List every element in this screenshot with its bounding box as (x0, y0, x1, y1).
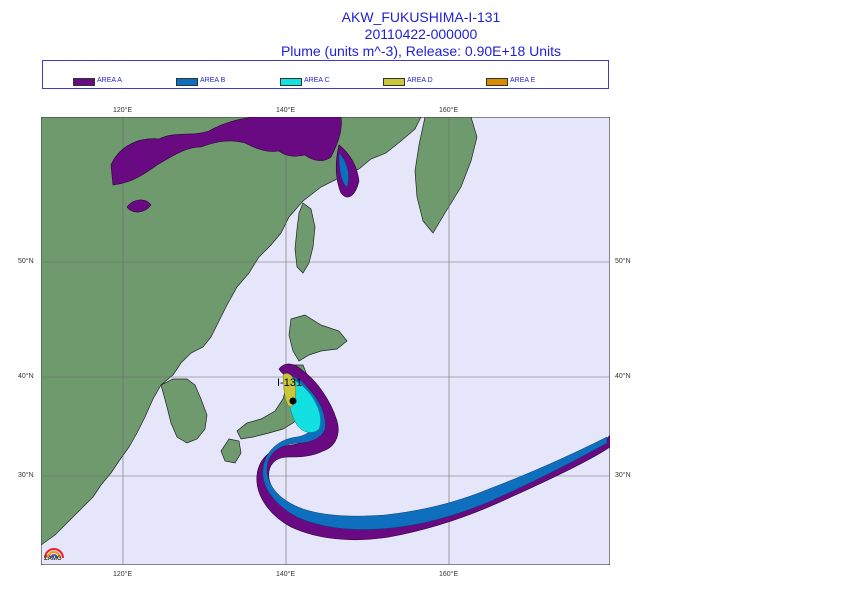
zamg-logo-text: ZAMG (44, 556, 62, 562)
tick-right-50n: 50°N (615, 258, 631, 265)
land-asia-mainland (41, 117, 422, 546)
source-marker[interactable] (289, 397, 297, 405)
land-korea (160, 378, 208, 444)
land-kyushu (220, 438, 242, 464)
land-hokkaido (288, 314, 348, 362)
tick-right-30n: 30°N (615, 472, 631, 479)
legend-swatch-area-b (176, 78, 198, 86)
title-line-1: AKW_FUKUSHIMA-I-131 (341, 9, 501, 25)
tick-top-160e: 160°E (439, 107, 459, 114)
source-label: I-131 (277, 377, 302, 389)
legend-label-area-e: AREA E (510, 77, 536, 84)
legend-label-area-d: AREA D (407, 77, 433, 84)
legend-label-area-b: AREA B (200, 77, 226, 84)
land-kamchatka (414, 117, 478, 234)
legend-swatch-area-a (73, 78, 95, 86)
tick-left-30n: 30°N (18, 472, 34, 479)
title-line-2: 20110422-000000 (364, 26, 478, 42)
tick-bottom-120e: 120°E (113, 571, 133, 578)
tick-bottom-140e: 140°E (276, 571, 296, 578)
legend-label-area-a: AREA A (97, 77, 122, 84)
tick-left-40n: 40°N (18, 373, 34, 380)
legend-swatch-area-d (383, 78, 405, 86)
graticule (41, 117, 610, 565)
map[interactable]: I-131 (41, 117, 610, 565)
legend-label-area-c: AREA C (304, 77, 330, 84)
legend-swatch-area-c (280, 78, 302, 86)
tick-top-120e: 120°E (113, 107, 133, 114)
tick-right-40n: 40°N (615, 373, 631, 380)
legend-swatch-area-e (486, 78, 508, 86)
plume-area-b (262, 152, 608, 530)
tick-top-140e: 140°E (276, 107, 296, 114)
tick-left-50n: 50°N (18, 258, 34, 265)
zamg-logo (44, 548, 64, 559)
tick-bottom-160e: 160°E (439, 571, 459, 578)
legend: AREA A AREA B AREA C AREA D AREA E (42, 60, 609, 89)
title-line-3: Plume (units m^-3), Release: 0.90E+18 Un… (280, 43, 562, 59)
land-sakhalin (294, 202, 316, 274)
